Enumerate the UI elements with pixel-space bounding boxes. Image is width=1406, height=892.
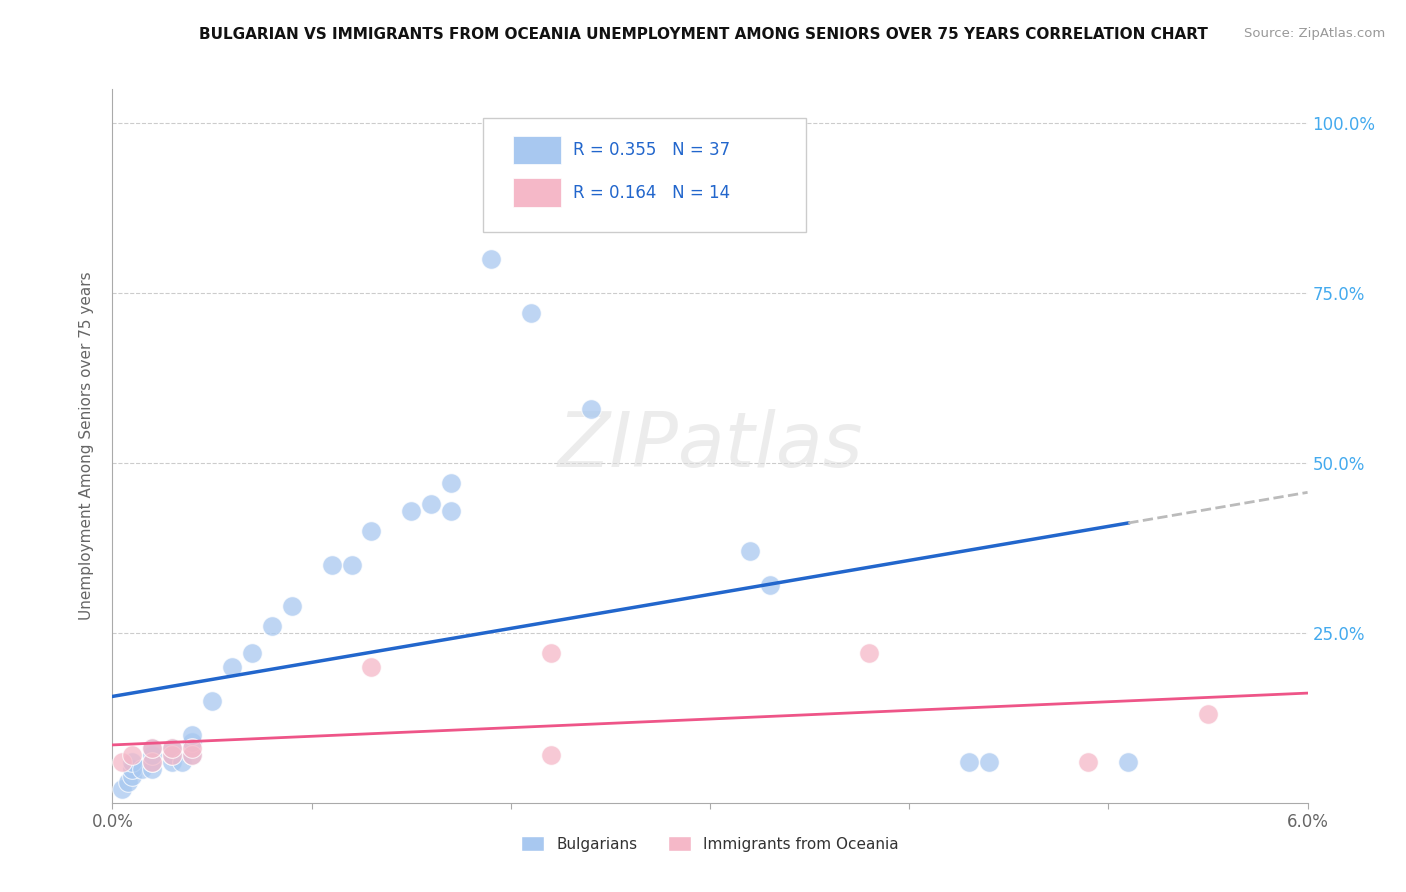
Point xyxy=(181,734,204,748)
Point xyxy=(440,503,463,517)
Point xyxy=(141,741,163,756)
Text: ZIP​atlas: ZIP​atlas xyxy=(557,409,863,483)
FancyBboxPatch shape xyxy=(513,136,561,164)
Text: R = 0.164   N = 14: R = 0.164 N = 14 xyxy=(572,184,730,202)
Point xyxy=(117,775,139,789)
Point xyxy=(121,762,143,776)
Point xyxy=(162,748,183,763)
Point xyxy=(1197,707,1219,722)
Point xyxy=(162,755,183,769)
FancyBboxPatch shape xyxy=(484,118,806,232)
Point xyxy=(360,524,382,538)
Point xyxy=(738,544,761,558)
Point xyxy=(1077,755,1099,769)
Point xyxy=(440,476,463,491)
Point xyxy=(162,748,183,763)
Point xyxy=(141,741,163,756)
Point xyxy=(401,503,423,517)
Point xyxy=(260,619,283,633)
Point xyxy=(1118,755,1140,769)
Point xyxy=(340,558,363,572)
Point xyxy=(520,306,543,320)
Y-axis label: Unemployment Among Seniors over 75 years: Unemployment Among Seniors over 75 years xyxy=(79,272,94,620)
Point xyxy=(162,741,183,756)
Point xyxy=(977,755,1000,769)
Text: Source: ZipAtlas.com: Source: ZipAtlas.com xyxy=(1244,27,1385,40)
FancyBboxPatch shape xyxy=(513,178,561,207)
Legend: Bulgarians, Immigrants from Oceania: Bulgarians, Immigrants from Oceania xyxy=(513,828,907,859)
Point xyxy=(181,728,204,742)
Point xyxy=(121,769,143,783)
Point xyxy=(479,252,502,266)
Point xyxy=(181,741,204,756)
Point xyxy=(181,748,204,763)
Point xyxy=(201,694,224,708)
Point xyxy=(141,748,163,763)
Point xyxy=(579,401,602,416)
Point xyxy=(131,762,153,776)
Point xyxy=(121,748,143,763)
Point xyxy=(121,755,143,769)
Point xyxy=(141,762,163,776)
Point xyxy=(759,578,782,592)
Point xyxy=(111,782,134,797)
Point xyxy=(221,660,243,674)
Point xyxy=(540,646,562,660)
Text: BULGARIAN VS IMMIGRANTS FROM OCEANIA UNEMPLOYMENT AMONG SENIORS OVER 75 YEARS CO: BULGARIAN VS IMMIGRANTS FROM OCEANIA UNE… xyxy=(198,27,1208,42)
Point xyxy=(540,748,562,763)
Point xyxy=(420,497,443,511)
Point xyxy=(281,599,304,613)
Point xyxy=(181,748,204,763)
Point xyxy=(240,646,263,660)
Point xyxy=(141,755,163,769)
Point xyxy=(321,558,343,572)
Point xyxy=(141,755,163,769)
Point xyxy=(858,646,880,660)
Point xyxy=(162,741,183,756)
Point xyxy=(957,755,980,769)
Point xyxy=(360,660,382,674)
Point xyxy=(172,755,194,769)
Text: R = 0.355   N = 37: R = 0.355 N = 37 xyxy=(572,141,730,159)
Point xyxy=(111,755,134,769)
